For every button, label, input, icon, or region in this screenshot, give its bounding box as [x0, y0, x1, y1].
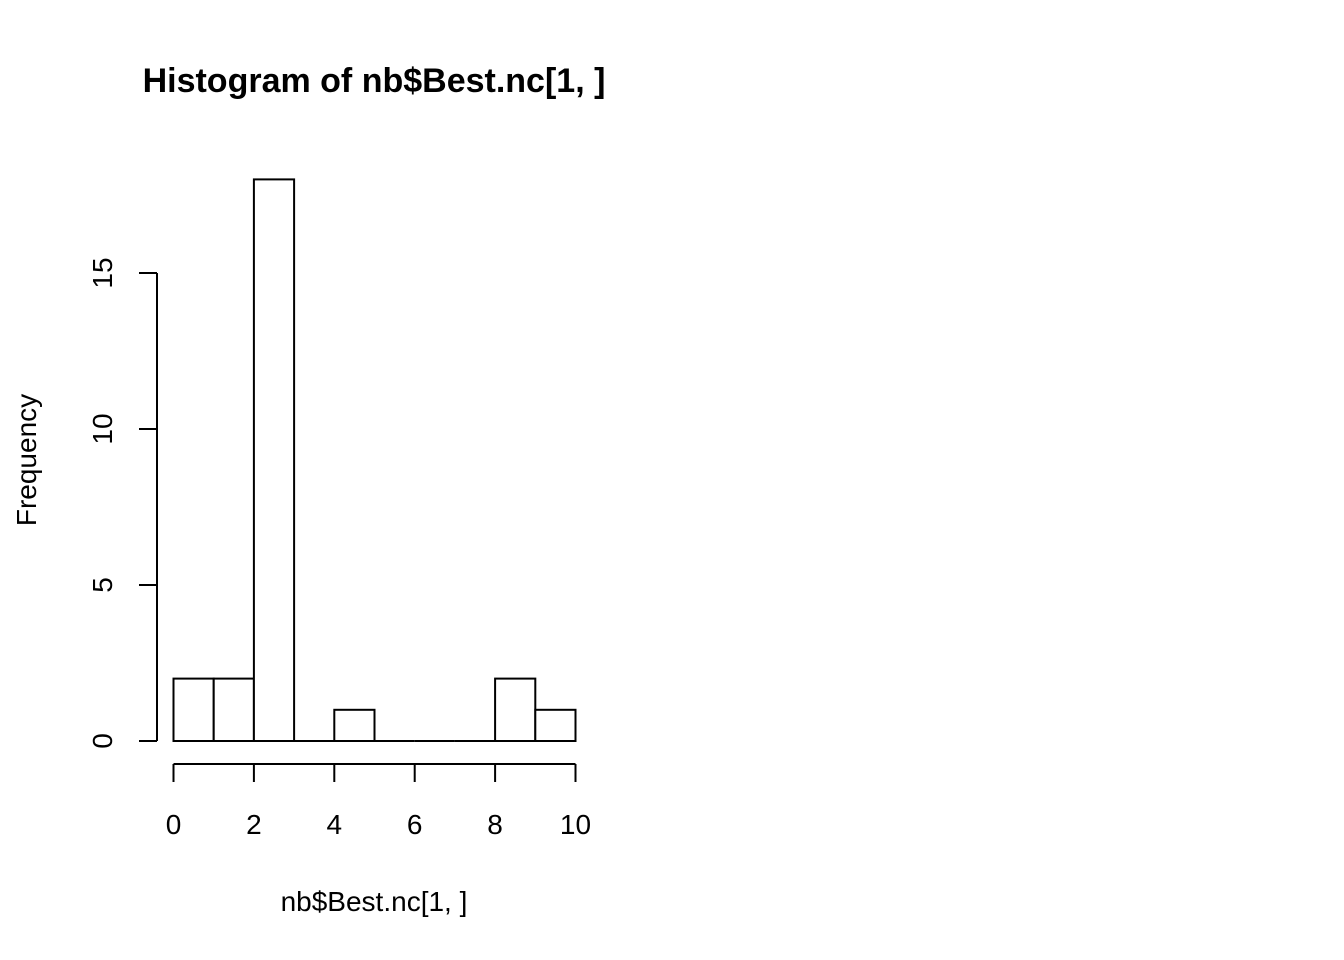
x-axis-label: nb$Best.nc[1, ]: [281, 886, 468, 917]
x-tick-label: 10: [560, 809, 591, 840]
y-axis: 0 5 10 15: [87, 257, 158, 749]
x-tick-label: 4: [327, 809, 343, 840]
bars-group: [172, 178, 577, 742]
chart-title: Histogram of nb$Best.nc[1, ]: [143, 62, 606, 100]
x-tick-label: 8: [487, 809, 503, 840]
x-tick-label: 0: [166, 809, 182, 840]
y-tick-label: 5: [87, 577, 118, 593]
x-axis: 0 2 4 6 8 10: [166, 763, 591, 840]
histogram-bar: [172, 677, 215, 742]
y-axis-label: Frequency: [11, 394, 42, 526]
y-tick-label: 15: [87, 257, 118, 288]
histogram-bar: [212, 677, 255, 742]
x-tick-label: 6: [407, 809, 423, 840]
x-tick-label: 2: [246, 809, 262, 840]
y-tick-label: 10: [87, 413, 118, 444]
y-tick-label: 0: [87, 733, 118, 749]
histogram-bar: [494, 677, 537, 742]
histogram-bar: [534, 708, 577, 742]
histogram-bar: [252, 178, 296, 742]
histogram-bar: [333, 708, 376, 742]
